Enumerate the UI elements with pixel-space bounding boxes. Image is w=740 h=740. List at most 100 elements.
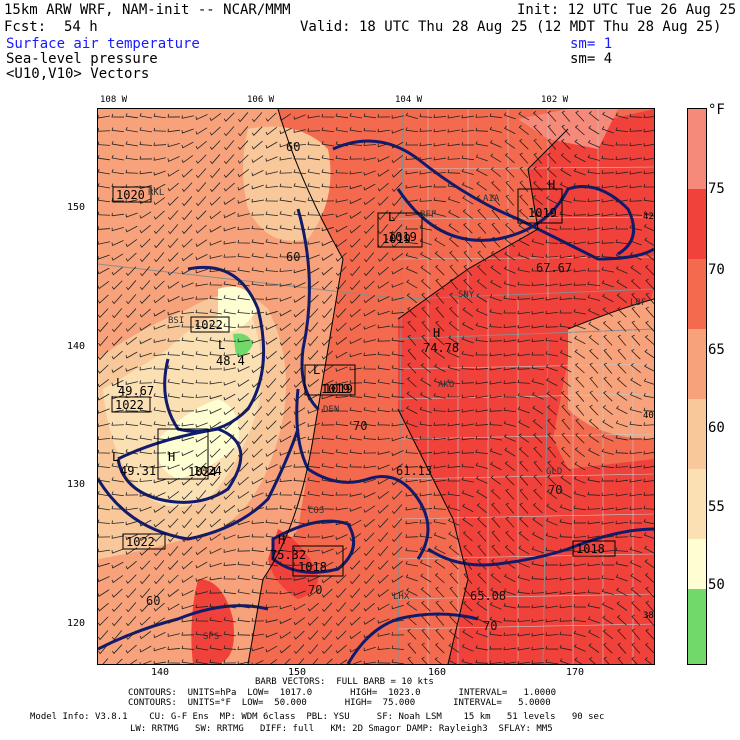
wind-barb <box>435 586 445 598</box>
wind-barb <box>181 618 194 623</box>
wind-barb <box>223 267 237 272</box>
wind-barb <box>279 170 293 174</box>
wind-barb <box>449 292 459 304</box>
wind-barb <box>279 350 291 361</box>
wind-barb <box>153 407 166 413</box>
wind-barb <box>279 406 291 416</box>
wind-barb <box>237 183 250 191</box>
wind-barb <box>533 474 543 486</box>
wind-barb <box>490 279 502 289</box>
wind-barb <box>503 661 516 664</box>
wind-barb <box>349 308 361 318</box>
contours-hpa: CONTOURS: UNITS=hPa LOW= 1017.0 HIGH= 10… <box>128 688 557 698</box>
wind-barb <box>279 590 292 595</box>
wind-barb <box>363 197 376 206</box>
wind-barb <box>407 656 414 664</box>
wind-barb <box>531 391 544 400</box>
wind-barb <box>561 418 571 430</box>
wind-barb <box>601 212 614 217</box>
isobar-1020-sw <box>98 604 269 651</box>
wind-barb <box>603 334 613 346</box>
wind-barb <box>111 644 123 655</box>
wind-barb <box>587 254 601 259</box>
wind-barb <box>517 338 530 343</box>
wind-barb <box>503 646 516 651</box>
wind-barb <box>321 408 334 413</box>
wind-barb <box>615 252 628 259</box>
wind-barb <box>181 450 194 457</box>
wind-barb <box>293 547 307 552</box>
wind-barb <box>349 506 362 512</box>
lat-label-38: 38 N <box>643 611 654 621</box>
wind-barb <box>265 324 278 331</box>
wind-barb <box>629 170 642 175</box>
wind-barb <box>153 183 166 191</box>
wind-barb <box>181 560 193 570</box>
wind-barb <box>307 548 320 553</box>
wind-barb <box>181 155 194 164</box>
wind-barb <box>181 238 193 248</box>
wind-barb <box>293 336 305 347</box>
wind-barb <box>209 126 221 136</box>
wind-barb <box>421 292 431 304</box>
wind-barb <box>518 237 530 247</box>
wind-barb <box>237 379 250 387</box>
grid-y-150: 150 <box>67 202 86 213</box>
wind-barb <box>237 589 250 595</box>
wind-barb <box>265 378 277 389</box>
wind-barb <box>363 492 376 499</box>
wind-barb <box>475 127 489 132</box>
wind-barb <box>405 198 418 203</box>
wind-barb <box>391 546 403 556</box>
wind-barb <box>489 113 503 119</box>
temp-label: 60 <box>146 594 160 608</box>
wind-barb <box>335 394 349 398</box>
wind-barb <box>167 659 181 664</box>
wind-barb <box>321 365 334 373</box>
wind-barb <box>335 225 348 233</box>
wind-barb <box>588 629 600 639</box>
wind-barb <box>195 140 207 150</box>
wind-barb <box>308 644 319 655</box>
wind-barb <box>265 253 278 259</box>
wind-barb <box>433 407 447 412</box>
wind-barb <box>377 238 389 249</box>
wind-barb <box>505 166 515 178</box>
wind-barb <box>181 182 193 193</box>
wind-barb <box>167 238 179 249</box>
wind-barb <box>588 418 599 430</box>
wind-barb <box>126 280 137 291</box>
wind-barb <box>545 282 558 287</box>
high-value-1: 1024 <box>193 464 222 478</box>
wind-barb <box>462 321 474 331</box>
wind-barb <box>223 660 237 664</box>
wind-barb <box>363 393 376 399</box>
wind-barb <box>617 656 624 664</box>
wind-barb <box>265 575 279 581</box>
wind-barb <box>279 478 293 482</box>
colorbar-swatch <box>688 469 706 539</box>
wind-barb <box>405 534 419 538</box>
pressure-box-4: 1019 <box>382 232 411 246</box>
wind-barb <box>391 224 403 235</box>
wind-barb <box>251 184 264 190</box>
wind-barb <box>251 155 264 163</box>
wind-barb <box>419 156 432 161</box>
wind-barb <box>433 422 447 426</box>
wind-barb <box>223 631 236 637</box>
wind-barb <box>125 266 137 277</box>
wind-barb <box>588 111 599 122</box>
wind-barb <box>195 351 208 357</box>
wind-barb <box>391 115 404 119</box>
wind-barb <box>407 306 417 318</box>
wind-barb <box>279 225 292 231</box>
wind-barb <box>312 658 319 664</box>
wind-barb <box>181 422 194 427</box>
wind-barb <box>181 379 194 385</box>
wind-barb <box>154 238 165 249</box>
wind-barb <box>363 574 375 585</box>
wind-barb <box>209 590 223 594</box>
wind-barb <box>265 239 278 245</box>
wind-barb <box>559 282 572 287</box>
wind-barb <box>181 365 194 371</box>
